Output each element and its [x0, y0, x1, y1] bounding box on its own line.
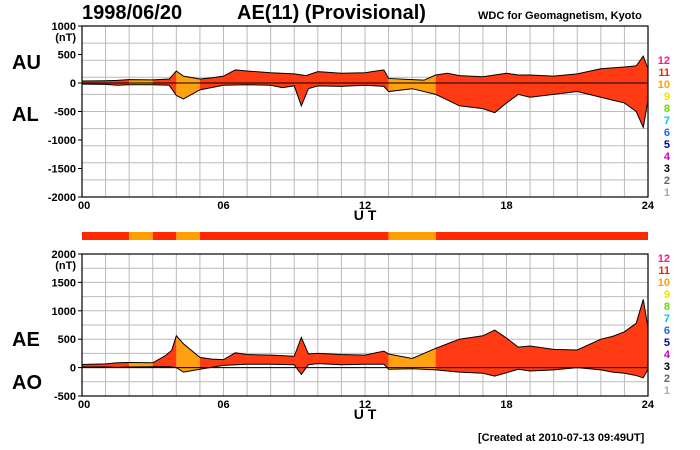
y-tick-label: -500 [54, 391, 76, 403]
y-tick-label: -1000 [48, 135, 76, 147]
x-tick-label: 24 [642, 399, 655, 411]
y-tick-label: 2000 [52, 249, 76, 261]
legend-level-7: 7 [663, 313, 670, 325]
legend-top: 12 11 10 9 8 7 6 5 4 3 2 1 [648, 55, 670, 199]
legend-level-10: 10 [657, 277, 670, 289]
x-tick-label: 18 [500, 200, 512, 212]
chart-title: AE(11) (Provisional) [237, 2, 426, 24]
x-tick-label: 12 [359, 399, 371, 411]
legend-bottom: 12 11 10 9 8 7 6 5 4 3 2 1 [648, 253, 670, 397]
legend-level-8: 8 [663, 301, 670, 313]
credit-text: WDC for Geomagnetism, Kyoto [478, 10, 642, 22]
x-tick-label: 06 [217, 200, 229, 212]
area-segment [129, 362, 153, 368]
data-level-bar-segment [129, 232, 153, 240]
y-tick-label: 1000 [52, 21, 76, 33]
legend-level-2: 2 [663, 175, 670, 187]
area-segment [199, 69, 389, 106]
legend-level-12: 12 [657, 253, 670, 265]
legend-level-3: 3 [663, 361, 670, 373]
area-segment [199, 337, 389, 375]
panel-label-ae: AE [12, 329, 40, 351]
data-level-bar-segment [176, 232, 200, 240]
x-tick-label: 00 [78, 399, 90, 411]
legend-level-10: 10 [657, 79, 670, 91]
data-level-bar-segment [152, 232, 177, 240]
area-segment [435, 56, 648, 128]
legend-level-1: 1 [663, 385, 670, 397]
legend-level-6: 6 [663, 325, 670, 337]
y-tick-label: 0 [70, 363, 76, 375]
legend-level-9: 9 [663, 91, 670, 103]
panel-label-ao: AO [12, 372, 42, 394]
x-tick-label: 00 [78, 200, 90, 212]
data-level-bar-segment [435, 232, 648, 240]
area-segment [176, 335, 200, 373]
legend-level-9: 9 [663, 289, 670, 301]
legend-level-7: 7 [663, 115, 670, 127]
x-tick-label: 18 [500, 399, 512, 411]
chart-date: 1998/06/20 [82, 2, 183, 24]
y-tick-label: -1500 [48, 164, 76, 176]
legend-level-1: 1 [663, 187, 670, 199]
data-level-bar-segment [82, 232, 130, 240]
y-unit-label: (nT) [55, 260, 76, 272]
legend-level-11: 11 [658, 67, 670, 79]
y-tick-label: 1500 [52, 277, 76, 289]
legend-level-8: 8 [663, 103, 670, 115]
x-tick-label: 24 [642, 200, 655, 212]
area-segment [129, 79, 153, 85]
legend-level-2: 2 [663, 373, 670, 385]
area-segment [152, 335, 177, 368]
plot-frame [81, 253, 649, 397]
panel-label-au: AU [12, 52, 41, 74]
legend-level-4: 4 [663, 151, 670, 163]
legend-level-5: 5 [663, 337, 670, 349]
y-tick-label: 500 [58, 334, 76, 346]
legend-level-6: 6 [663, 127, 670, 139]
x-axis-label: U T [354, 207, 377, 223]
y-tick-label: 0 [70, 78, 76, 90]
area-segment [388, 75, 436, 95]
data-level-bar-segment [388, 232, 436, 240]
series-line-ae [81, 299, 649, 365]
y-tick-label: 1000 [52, 306, 76, 318]
x-tick-label: 12 [359, 200, 371, 212]
series-line-al [81, 83, 649, 130]
series-line-au [81, 55, 649, 82]
y-tick-label: -500 [54, 107, 76, 119]
y-unit-label: (nT) [55, 32, 76, 44]
panel-label-al: AL [12, 104, 39, 126]
x-tick-label: 06 [217, 399, 229, 411]
data-level-bar-segment [199, 232, 389, 240]
y-tick-label: -2000 [48, 192, 76, 204]
x-axis-label: U T [354, 406, 377, 422]
created-footer: [Created at 2010-07-13 09:49UT] [478, 432, 645, 444]
legend-level-12: 12 [657, 55, 670, 67]
area-segment [82, 362, 130, 368]
legend-level-11: 11 [658, 265, 670, 277]
area-segment [435, 299, 648, 378]
legend-level-4: 4 [663, 349, 670, 361]
legend-level-3: 3 [663, 163, 670, 175]
y-tick-label: 500 [58, 50, 76, 62]
legend-level-5: 5 [663, 139, 670, 151]
